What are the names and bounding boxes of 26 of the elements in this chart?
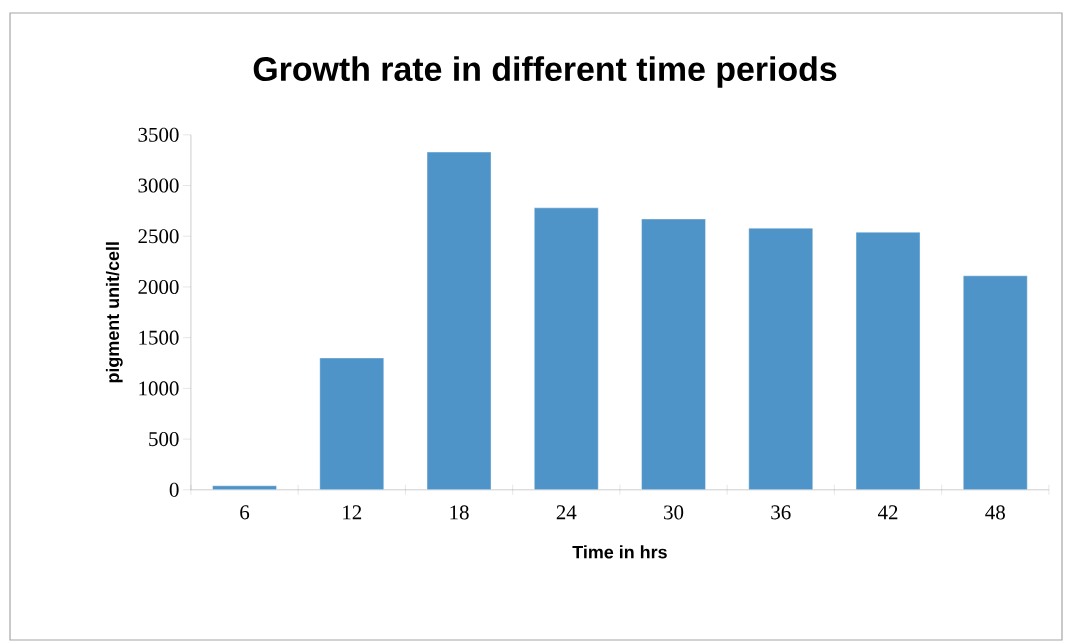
bar [748, 227, 813, 490]
x-axis-title: Time in hrs [572, 545, 667, 559]
y-tick-label: 500 [149, 432, 179, 447]
y-tick-label: 0 [169, 482, 179, 497]
bar [855, 231, 921, 490]
bar [426, 151, 492, 490]
y-tick-label: 1500 [139, 330, 179, 345]
bar [641, 218, 706, 490]
x-tick-label: 24 [556, 505, 577, 520]
y-tick-label: 2000 [138, 279, 179, 295]
x-tick-label: 6 [240, 505, 250, 520]
y-tick-label: 2500 [138, 229, 179, 244]
chart-title: Growth rate in different time periods [253, 56, 837, 88]
x-tick-label: 42 [877, 505, 898, 520]
bar [963, 275, 1028, 490]
x-tick-label: 30 [664, 505, 684, 520]
x-tick-label: 18 [450, 505, 469, 520]
y-tick-label: 1000 [139, 381, 179, 396]
bar [534, 207, 599, 490]
x-tick-label: 48 [985, 505, 1005, 520]
x-tick-label: 12 [343, 505, 362, 520]
y-tick-label: 3000 [138, 178, 179, 193]
y-axis-title: pigment unit/cell [105, 242, 123, 383]
x-tick-label: 36 [771, 505, 791, 520]
y-tick-label: 3500 [138, 127, 179, 142]
bar [319, 357, 384, 490]
